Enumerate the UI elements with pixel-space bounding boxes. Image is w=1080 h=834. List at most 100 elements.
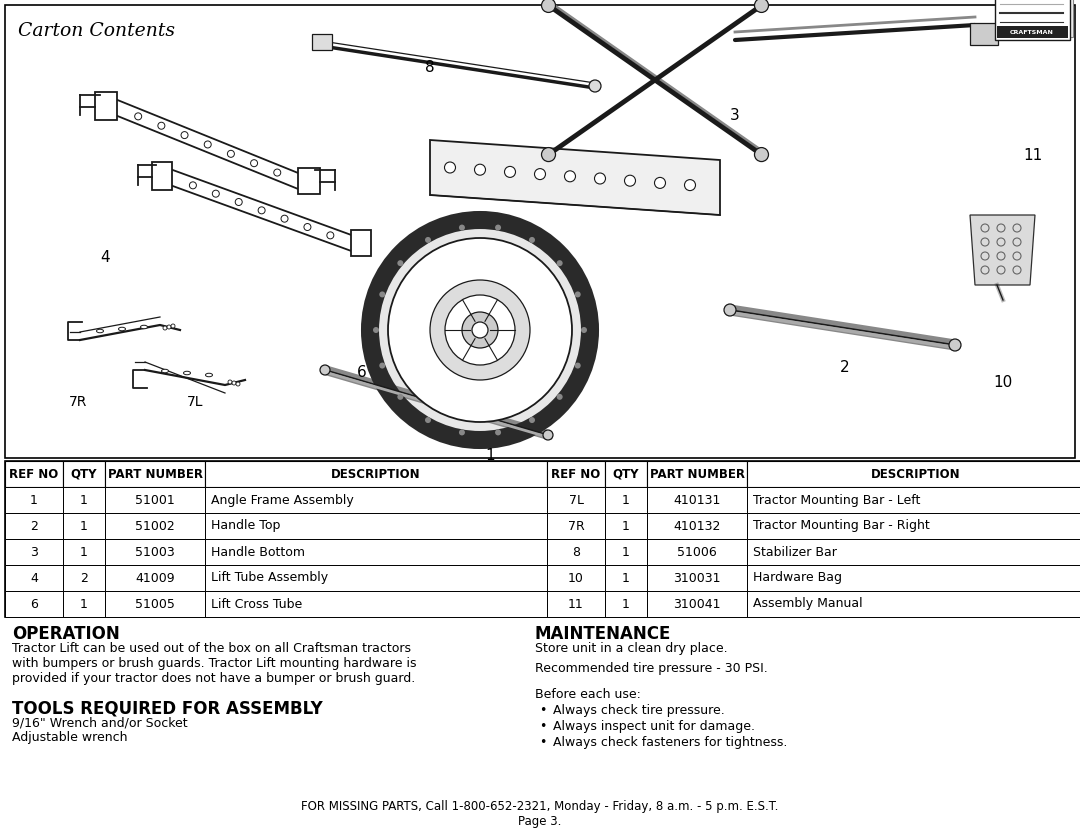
Circle shape (556, 394, 563, 399)
Text: 4: 4 (100, 250, 110, 265)
Bar (5, 591, 63, 617)
Bar (5, 539, 63, 565)
Bar (205, 565, 546, 591)
Bar (546, 513, 605, 539)
Bar (546, 591, 605, 617)
Text: OPERATION: OPERATION (12, 625, 120, 643)
Text: REF NO: REF NO (10, 468, 58, 480)
Text: 11: 11 (568, 597, 584, 610)
Text: DESCRIPTION: DESCRIPTION (872, 468, 961, 480)
Bar (546, 487, 605, 513)
Circle shape (575, 291, 581, 298)
Circle shape (949, 339, 961, 351)
Bar (63, 591, 105, 617)
Bar (647, 565, 747, 591)
Text: Always check fasteners for tightness.: Always check fasteners for tightness. (553, 736, 787, 749)
Bar (105, 565, 205, 591)
Bar (747, 565, 1080, 591)
Text: Handle Bottom: Handle Bottom (211, 545, 305, 559)
Bar (647, 461, 747, 487)
Circle shape (495, 430, 501, 435)
Text: Angle Frame Assembly: Angle Frame Assembly (211, 494, 354, 506)
Text: CRAFTSMAN: CRAFTSMAN (1010, 29, 1054, 34)
Bar (5, 5, 1075, 458)
Text: •: • (539, 720, 546, 733)
Circle shape (541, 148, 555, 162)
Bar (605, 487, 647, 513)
Bar (5, 513, 63, 539)
Circle shape (755, 0, 769, 13)
Text: 11: 11 (1024, 148, 1042, 163)
Bar (63, 539, 105, 565)
Text: PART NUMBER: PART NUMBER (649, 468, 744, 480)
Circle shape (204, 141, 212, 148)
Circle shape (426, 417, 431, 423)
Bar (747, 487, 1080, 513)
Ellipse shape (205, 374, 213, 377)
Circle shape (235, 198, 242, 205)
Circle shape (426, 237, 431, 243)
Text: 51003: 51003 (135, 545, 175, 559)
Text: 1: 1 (622, 545, 630, 559)
Bar (997, 26, 1068, 38)
Circle shape (370, 220, 590, 440)
Text: 1: 1 (80, 494, 87, 506)
Text: 51006: 51006 (677, 545, 717, 559)
Text: QTY: QTY (612, 468, 639, 480)
Bar (5, 565, 63, 591)
Text: 2: 2 (80, 571, 87, 585)
Text: 6: 6 (30, 597, 38, 610)
Text: 7L: 7L (187, 395, 203, 409)
Text: 7R: 7R (568, 520, 584, 532)
Bar (205, 513, 546, 539)
Text: TOOLS REQUIRED FOR ASSEMBLY: TOOLS REQUIRED FOR ASSEMBLY (12, 699, 323, 717)
Text: Always check tire pressure.: Always check tire pressure. (553, 704, 725, 717)
Bar (605, 591, 647, 617)
Circle shape (228, 380, 232, 384)
Text: Lift Cross Tube: Lift Cross Tube (211, 597, 302, 610)
Circle shape (472, 322, 488, 338)
Text: Lift Tube Assembly: Lift Tube Assembly (211, 571, 328, 585)
Bar (205, 487, 546, 513)
Text: 1: 1 (80, 597, 87, 610)
Bar (205, 591, 546, 617)
Circle shape (459, 224, 465, 230)
Circle shape (273, 169, 281, 176)
Text: REF NO: REF NO (552, 468, 600, 480)
Bar (105, 461, 205, 487)
Circle shape (575, 363, 581, 369)
Bar (105, 591, 205, 617)
Text: Store unit in a clean dry place.: Store unit in a clean dry place. (535, 642, 728, 655)
Circle shape (581, 327, 588, 333)
Text: 1: 1 (485, 448, 495, 463)
Circle shape (181, 132, 188, 138)
Text: 1: 1 (30, 494, 38, 506)
Bar (605, 461, 647, 487)
Text: 7L: 7L (568, 494, 583, 506)
Text: Page 3.: Page 3. (518, 815, 562, 828)
Circle shape (565, 171, 576, 182)
Circle shape (594, 173, 606, 184)
Bar (546, 539, 605, 565)
Circle shape (388, 238, 572, 422)
Bar (63, 565, 105, 591)
Text: 1: 1 (80, 520, 87, 532)
Circle shape (379, 291, 386, 298)
Bar (647, 539, 747, 565)
Text: Handle Top: Handle Top (211, 520, 281, 532)
Text: Assembly Manual: Assembly Manual (753, 597, 863, 610)
Text: PART NUMBER: PART NUMBER (108, 468, 203, 480)
Circle shape (543, 430, 553, 440)
Circle shape (462, 312, 498, 348)
Bar (995, 0, 1070, 40)
Text: with bumpers or brush guards. Tractor Lift mounting hardware is: with bumpers or brush guards. Tractor Li… (12, 657, 417, 670)
Text: 8: 8 (572, 545, 580, 559)
Text: Stabilizer Bar: Stabilizer Bar (753, 545, 837, 559)
Text: Always inspect unit for damage.: Always inspect unit for damage. (553, 720, 755, 733)
Text: DESCRIPTION: DESCRIPTION (332, 468, 421, 480)
Bar (998, 0, 1074, 37)
Text: 1: 1 (622, 520, 630, 532)
Text: 51002: 51002 (135, 520, 175, 532)
Bar (5, 461, 1080, 617)
Circle shape (397, 394, 403, 399)
